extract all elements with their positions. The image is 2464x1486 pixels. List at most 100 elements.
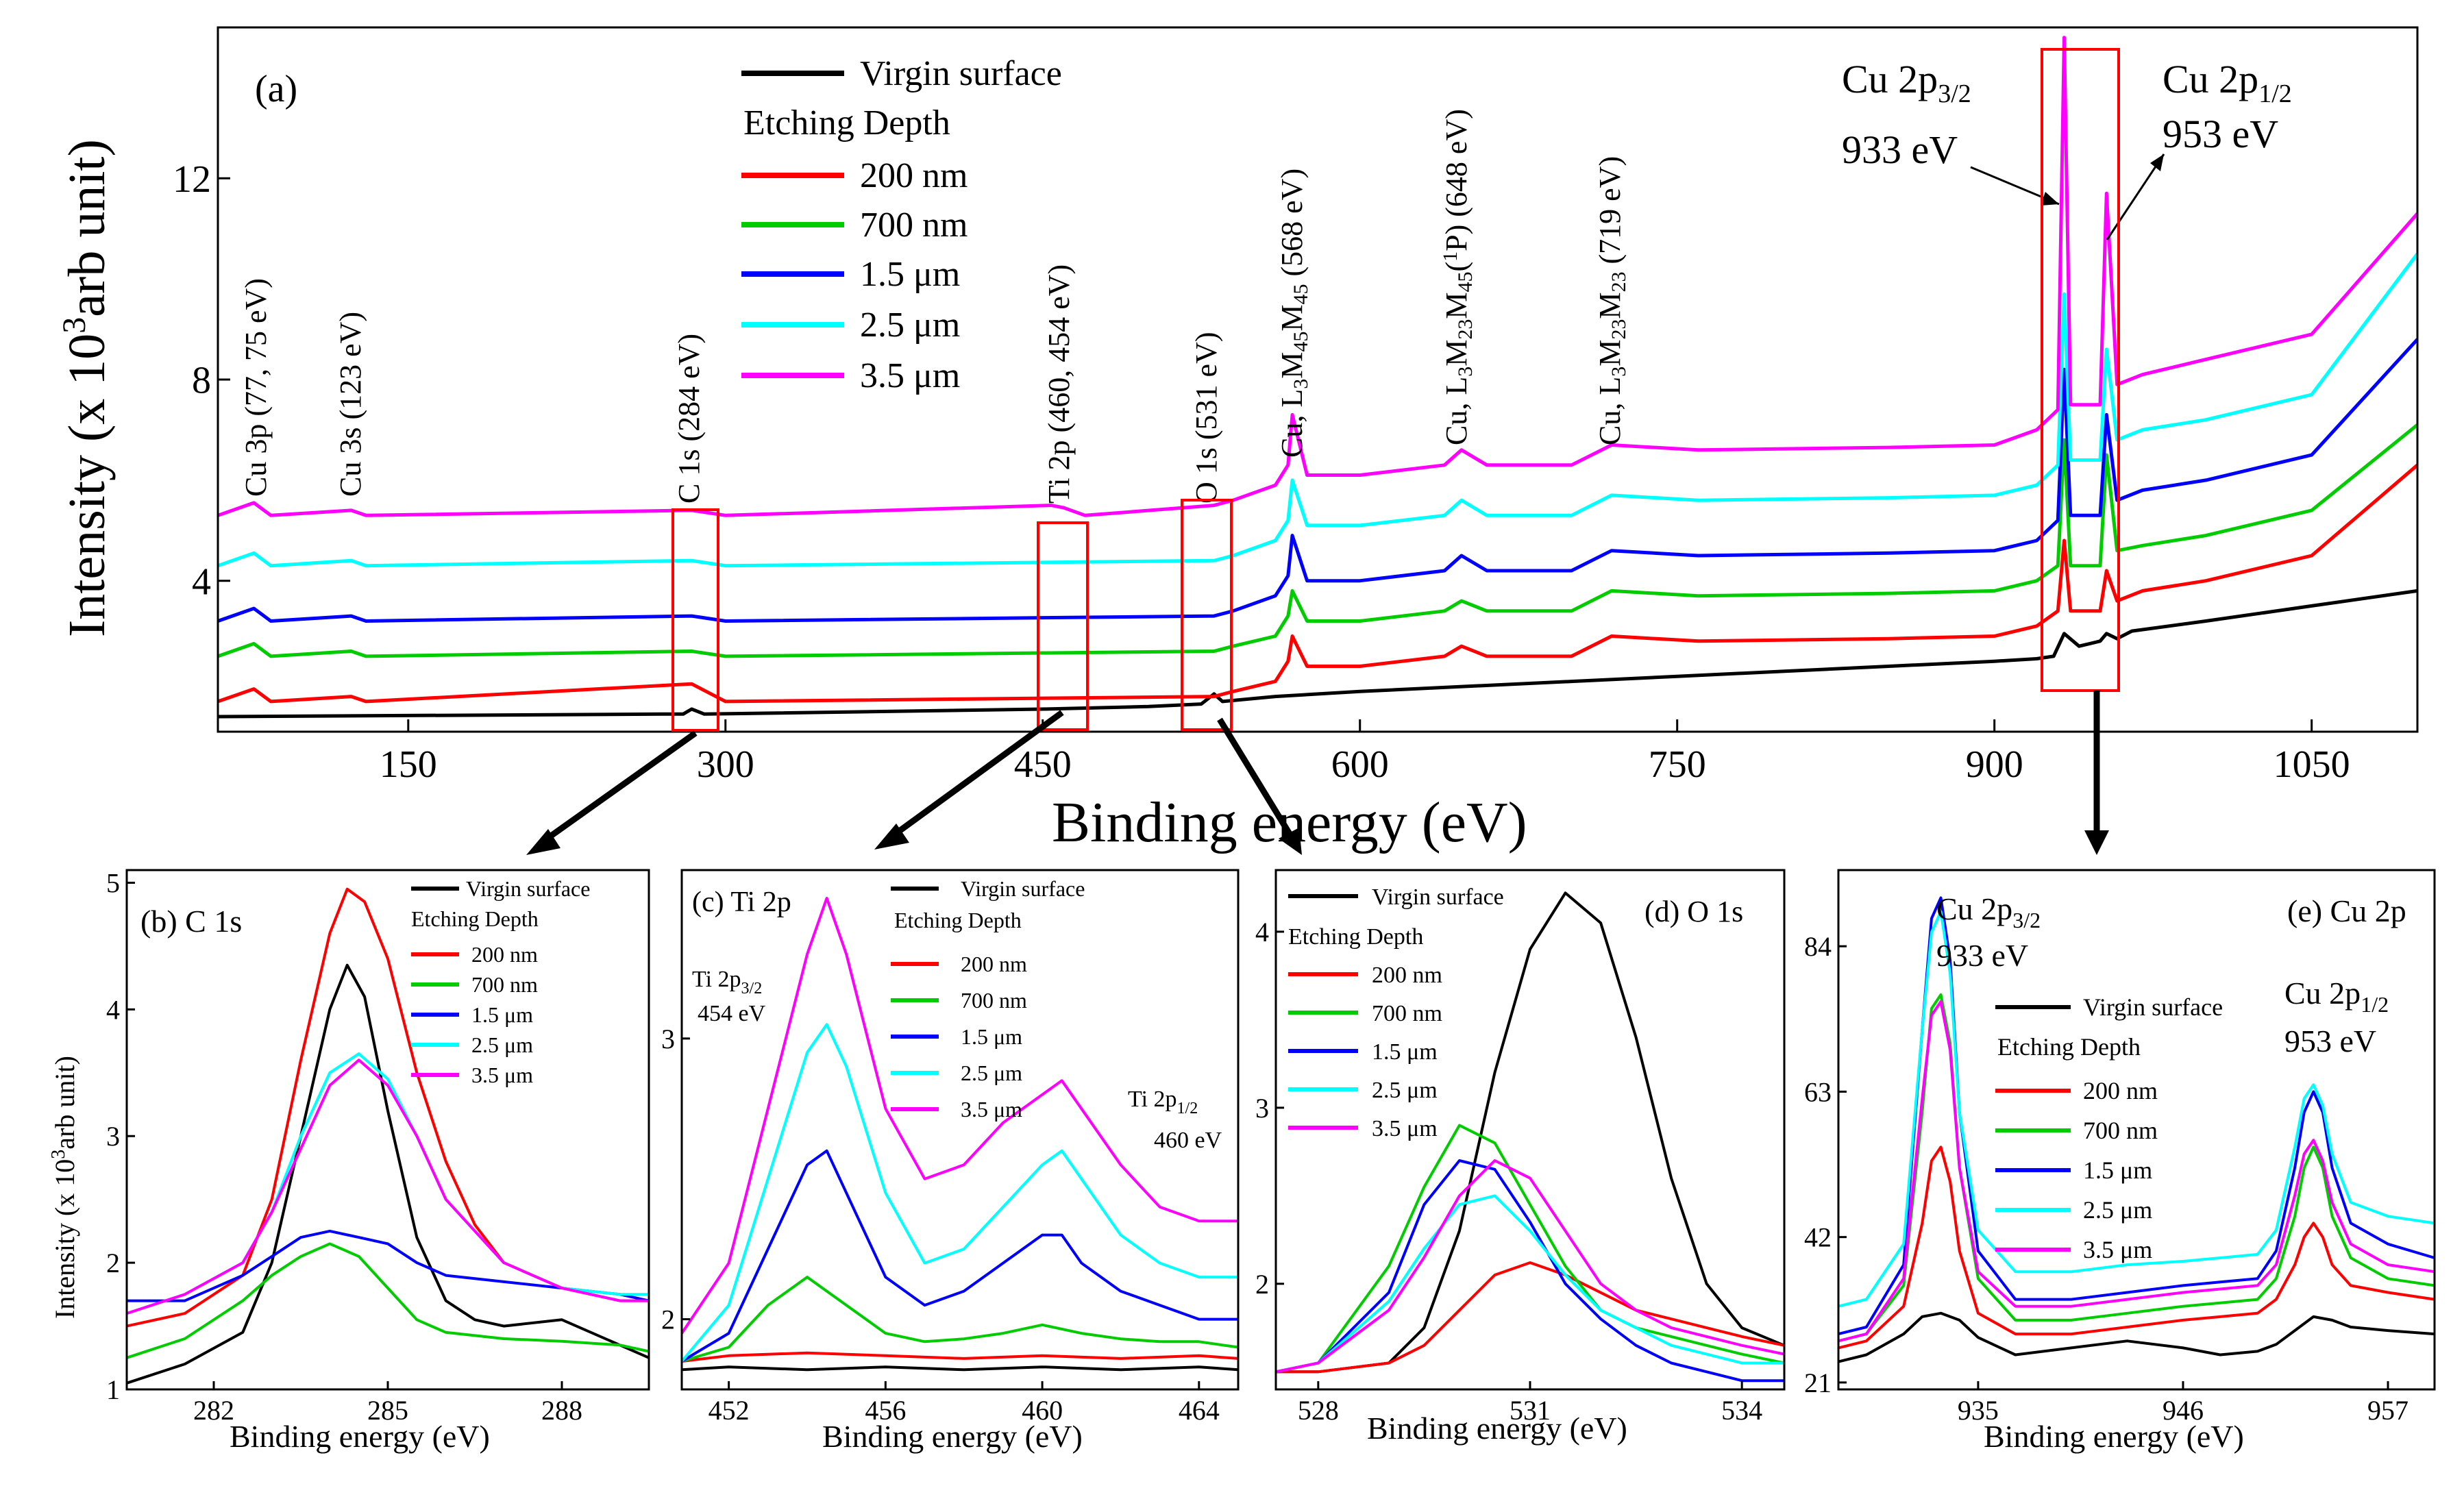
peak-label-cu3p: Cu 3p (77, 75 eV)	[239, 278, 273, 497]
y-tick-label: 3	[661, 1024, 675, 1054]
legend-label-3-5um: 3.5 μm	[860, 356, 960, 395]
y-tick-label: 4	[106, 994, 120, 1025]
annotation-arrowhead-cu2p12	[2150, 154, 2164, 171]
x-tick-label: 300	[697, 743, 754, 786]
series-line-virgin-surface	[1838, 1311, 2435, 1363]
annotation-cu2p32-energy: 933 eV	[1842, 127, 1958, 172]
series-line-700-nm	[681, 1276, 1239, 1363]
series-line-200-nm	[1276, 1261, 1785, 1374]
panel-c-tag: (c) Ti 2p	[692, 887, 791, 918]
panel-e-tag: (e) Cu 2p	[2287, 893, 2406, 928]
peak-label-lmm-719: Cu, L3M23M23 (719 eV)	[1593, 156, 1630, 445]
panel-d-series	[1275, 891, 1785, 1383]
annotation-e-cu2p12: Cu 2p1/2	[2284, 976, 2389, 1017]
panel-c-legend: Virgin surface Etching Depth 200 nm 700 …	[891, 876, 1085, 1122]
region-box-c1s	[672, 508, 719, 732]
zoom-arrowhead-ti2p	[874, 824, 909, 850]
panel-a-legend: Virgin surface Etching Depth 200 nm 700 …	[741, 54, 1062, 395]
peak-label-lmm-648: Cu, L3M23M45(1P) (648 eV)	[1439, 109, 1477, 445]
y-tick-label: 3	[1255, 1093, 1269, 1124]
x-tick-label: 452	[709, 1395, 750, 1426]
x-tick-label: 900	[1966, 743, 2023, 786]
series-line-1-5-m	[680, 1149, 1238, 1363]
x-tick-label: 464	[1179, 1395, 1220, 1426]
panel-a-series	[217, 36, 2419, 719]
panel-b-c1s: 282 285 288 1 2 3 4 5 (b) C 1s Intensity (x 103…	[48, 867, 650, 1454]
x-tick-label: 282	[193, 1395, 234, 1426]
series-line-2-5-m	[1275, 1194, 1784, 1374]
zoom-arrowhead-o1s	[1279, 828, 1302, 855]
peak-label-c1s: C 1s (284 eV)	[672, 334, 706, 504]
panel-a-ylabel: Intensity (x 103arb unit)	[56, 139, 116, 637]
legend-label-1-5um: 1.5 μm	[2083, 1156, 2152, 1184]
region-box-ti2p	[1037, 521, 1089, 731]
legend-heading: Etching Depth	[411, 906, 539, 931]
panel-e-xlabel: Binding energy (eV)	[1984, 1419, 2244, 1454]
y-tick-label: 5	[106, 867, 120, 898]
legend-label-1-5um: 1.5 μm	[860, 255, 960, 294]
legend-heading: Etching Depth	[894, 908, 1022, 932]
panel-b-xlabel: Binding energy (eV)	[230, 1419, 490, 1454]
series-line-3-5-m	[680, 897, 1238, 1335]
legend-heading: Etching Depth	[1997, 1033, 2141, 1061]
y-tick-label: 21	[1804, 1367, 1832, 1398]
legend-label-3-5um: 3.5 μm	[1372, 1116, 1438, 1141]
series-line-700-nm	[217, 423, 2419, 658]
legend-label-2-5um: 2.5 μm	[2083, 1196, 2152, 1224]
series-line-200-nm	[681, 1351, 1239, 1363]
panel-b-ylabel: Intensity (x 103arb unit)	[48, 1056, 80, 1319]
legend-label-700nm: 700 nm	[961, 988, 1027, 1013]
panel-a-axes: 150 300 450 600 750 900 1050 4 8 12	[173, 158, 2350, 786]
y-tick-label: 2	[661, 1304, 675, 1335]
legend-label-700nm: 700 nm	[1372, 1001, 1442, 1026]
panel-d-tag: (d) O 1s	[1644, 895, 1743, 928]
legend-label-virgin: Virgin surface	[466, 876, 590, 901]
x-tick-label: 946	[2163, 1395, 2204, 1426]
legend-label-2-5um: 2.5 μm	[961, 1061, 1022, 1085]
legend-label-virgin: Virgin surface	[2083, 993, 2223, 1021]
annotation-ti2p12-energy: 460 eV	[1154, 1128, 1222, 1153]
annotation-ti2p12: Ti 2p1/2	[1128, 1087, 1198, 1117]
x-tick-label: 150	[380, 743, 437, 786]
legend-label-virgin: Virgin surface	[961, 876, 1085, 901]
legend-label-3-5um: 3.5 μm	[2083, 1236, 2152, 1263]
panel-e-series	[1838, 896, 2435, 1363]
series-line-virgin-surface	[681, 1365, 1239, 1372]
peak-label-o1s: O 1s (531 eV)	[1190, 332, 1223, 504]
annotation-ti2p32-energy: 454 eV	[698, 1001, 766, 1026]
y-tick-label: 2	[106, 1248, 120, 1278]
x-tick-label: 957	[2367, 1395, 2408, 1426]
y-tick-label: 84	[1804, 931, 1832, 962]
series-line-200-nm	[217, 463, 2419, 704]
x-tick-label: 750	[1649, 743, 1706, 786]
panel-b-legend: Virgin surface Etching Depth 200 nm 700 …	[411, 876, 590, 1087]
x-tick-label: 460	[1022, 1395, 1063, 1426]
panel-d-axes: 528 531 534 2 3 4	[1255, 917, 1762, 1426]
x-tick-label: 935	[1958, 1395, 1999, 1426]
panel-b-axes: 282 285 288 1 2 3 4 5	[106, 867, 582, 1426]
legend-label-virgin: Virgin surface	[1372, 884, 1504, 910]
panel-c-ti2p: 452 456 460 464 2 3 (c) Ti 2p Binding energy …	[661, 869, 1240, 1454]
series-line-700-nm	[126, 1242, 650, 1359]
legend-label-3-5um: 3.5 μm	[471, 1063, 533, 1087]
panel-d-xlabel: Binding energy (eV)	[1367, 1411, 1627, 1446]
y-tick-label: 4	[1255, 917, 1269, 948]
panel-b-series	[126, 887, 650, 1385]
legend-heading: Etching Depth	[1288, 924, 1423, 950]
legend-label-200nm: 200 nm	[961, 952, 1027, 976]
panel-e-axes: 935 946 957 21 42 63 84	[1804, 931, 2408, 1426]
series-line-virgin-surface	[1276, 891, 1785, 1374]
y-tick-label: 63	[1804, 1076, 1832, 1107]
y-tick-label: 12	[173, 158, 211, 201]
legend-label-1-5um: 1.5 μm	[471, 1002, 533, 1027]
annotation-e-cu2p32: Cu 2p3/2	[1936, 891, 2041, 932]
zoom-arrowhead-cu2p	[2084, 830, 2109, 855]
legend-label-200nm: 200 nm	[1372, 963, 1442, 988]
series-line-3-5-m	[1275, 1159, 1785, 1374]
panel-c-xlabel: Binding energy (eV)	[822, 1419, 1083, 1454]
x-tick-label: 450	[1014, 743, 1072, 786]
panel-c-frame	[680, 869, 1240, 1391]
peak-label-cu3s: Cu 3s (123 eV)	[334, 312, 367, 497]
annotation-e-cu2p32-energy: 933 eV	[1936, 938, 2028, 973]
